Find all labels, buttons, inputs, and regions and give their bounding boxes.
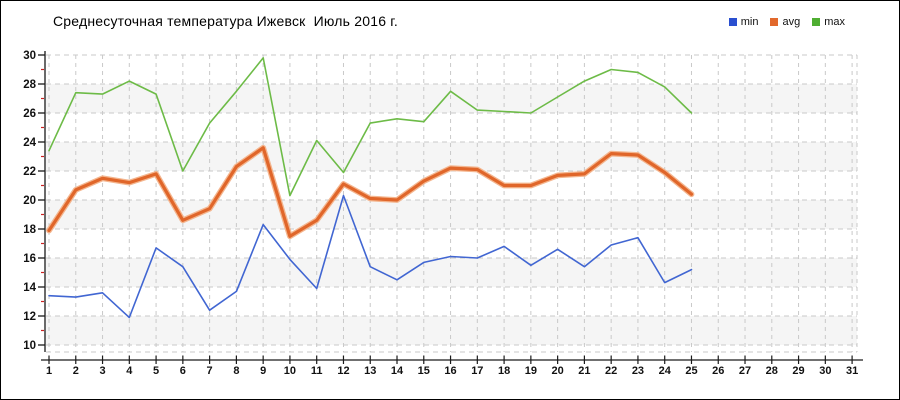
legend-item-min: min [728, 16, 759, 28]
svg-text:30: 30 [819, 365, 831, 377]
svg-text:31: 31 [846, 365, 858, 377]
svg-text:18: 18 [23, 224, 36, 236]
svg-text:5: 5 [153, 365, 159, 377]
legend-swatch-avg-icon [770, 18, 779, 26]
svg-text:7: 7 [207, 365, 213, 377]
svg-text:23: 23 [632, 365, 644, 377]
svg-text:16: 16 [23, 253, 36, 265]
svg-text:13: 13 [364, 365, 376, 377]
svg-text:9: 9 [260, 365, 266, 377]
svg-text:1: 1 [46, 365, 52, 377]
legend-item-max: max [812, 16, 845, 28]
svg-text:22: 22 [23, 166, 36, 178]
svg-text:24: 24 [659, 365, 672, 377]
svg-text:25: 25 [685, 365, 697, 377]
svg-text:20: 20 [552, 365, 564, 377]
svg-text:10: 10 [23, 340, 36, 352]
svg-text:29: 29 [792, 365, 804, 377]
svg-text:30: 30 [23, 50, 36, 62]
svg-text:28: 28 [23, 79, 36, 91]
svg-text:12: 12 [337, 365, 349, 377]
svg-text:18: 18 [498, 365, 510, 377]
svg-text:3: 3 [99, 365, 105, 377]
svg-text:19: 19 [525, 365, 537, 377]
svg-text:26: 26 [712, 365, 724, 377]
svg-text:14: 14 [23, 282, 36, 294]
legend-swatch-min-icon [728, 18, 737, 26]
svg-text:14: 14 [391, 365, 404, 377]
chart-title: Среднесуточная температура Ижевск Июль 2… [53, 13, 398, 29]
svg-text:6: 6 [180, 365, 186, 377]
svg-text:26: 26 [23, 108, 36, 120]
svg-text:27: 27 [739, 365, 751, 377]
svg-text:2: 2 [73, 365, 79, 377]
svg-text:24: 24 [23, 137, 36, 149]
svg-text:15: 15 [418, 365, 430, 377]
svg-text:12: 12 [23, 311, 36, 323]
svg-text:22: 22 [605, 365, 617, 377]
legend-swatch-max-icon [812, 18, 821, 26]
legend: min avg max [728, 16, 845, 28]
svg-text:8: 8 [233, 365, 239, 377]
svg-text:11: 11 [311, 365, 323, 377]
svg-text:28: 28 [766, 365, 778, 377]
legend-label-avg: avg [782, 16, 801, 28]
legend-label-max: max [824, 16, 845, 28]
svg-text:10: 10 [284, 365, 296, 377]
svg-text:20: 20 [23, 195, 36, 207]
legend-item-avg: avg [770, 16, 800, 28]
svg-text:16: 16 [444, 365, 456, 377]
legend-label-min: min [740, 16, 759, 28]
svg-text:17: 17 [471, 365, 483, 377]
svg-text:21: 21 [578, 365, 590, 377]
svg-text:4: 4 [126, 365, 133, 377]
